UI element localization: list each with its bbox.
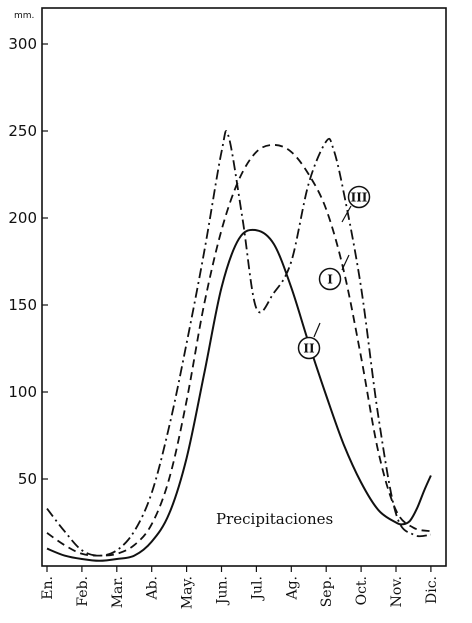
series-tag-circle [297,336,321,360]
series-tag-leader [341,205,352,223]
series-tag-label: I [327,273,333,287]
y-tick-label: 200 [8,209,37,227]
x-tick-label: Mar. [110,576,126,608]
y-unit-label: mm. [14,11,34,21]
x-axis: En. Feb. Mar. Ab. May. Jun. Jul. Ag. Sep. Oct. Nov… [40,566,440,609]
y-tick-label: 300 [8,35,37,53]
x-tick-label: Oct. [354,576,370,605]
series-tag-leader [313,322,321,338]
x-tick-label: May. [180,576,196,609]
x-tick-label: Jun. [215,576,231,606]
series-tag-circle [318,267,342,291]
series-line-iii [46,130,431,557]
plot-frame [41,7,447,567]
x-tick-label: Feb. [75,576,91,607]
y-tick-label: 150 [8,296,37,314]
series-tag-label: II [303,342,315,356]
x-tick-label: Jul. [249,576,265,602]
series-tag-iii: III [341,185,371,223]
y-tick-label: 50 [18,470,37,488]
series-tag-label: III [351,191,368,205]
y-tick-label: 250 [8,122,37,140]
series-tag-i: I [318,254,350,291]
series-line-i [46,228,432,562]
x-tick-label: Sep. [319,576,335,607]
x-tick-label: Dic. [424,576,440,604]
x-tick-label: Ab. [145,576,161,601]
series-layer [46,130,432,562]
x-tick-label: Ag. [284,576,300,601]
x-tick-label: En. [40,576,56,600]
y-tick-label: 100 [8,383,37,401]
series-tag-leader [341,254,350,271]
series-tag-ii: II [297,322,321,360]
series-line-ii [46,143,432,557]
x-tick-label: Nov. [389,576,405,607]
y-axis: 50 100 150 200 250 300 [8,35,48,488]
series-tag-circle [347,185,371,209]
plot-border [41,7,447,567]
chart-annotation: Precipitaciones [216,510,333,528]
